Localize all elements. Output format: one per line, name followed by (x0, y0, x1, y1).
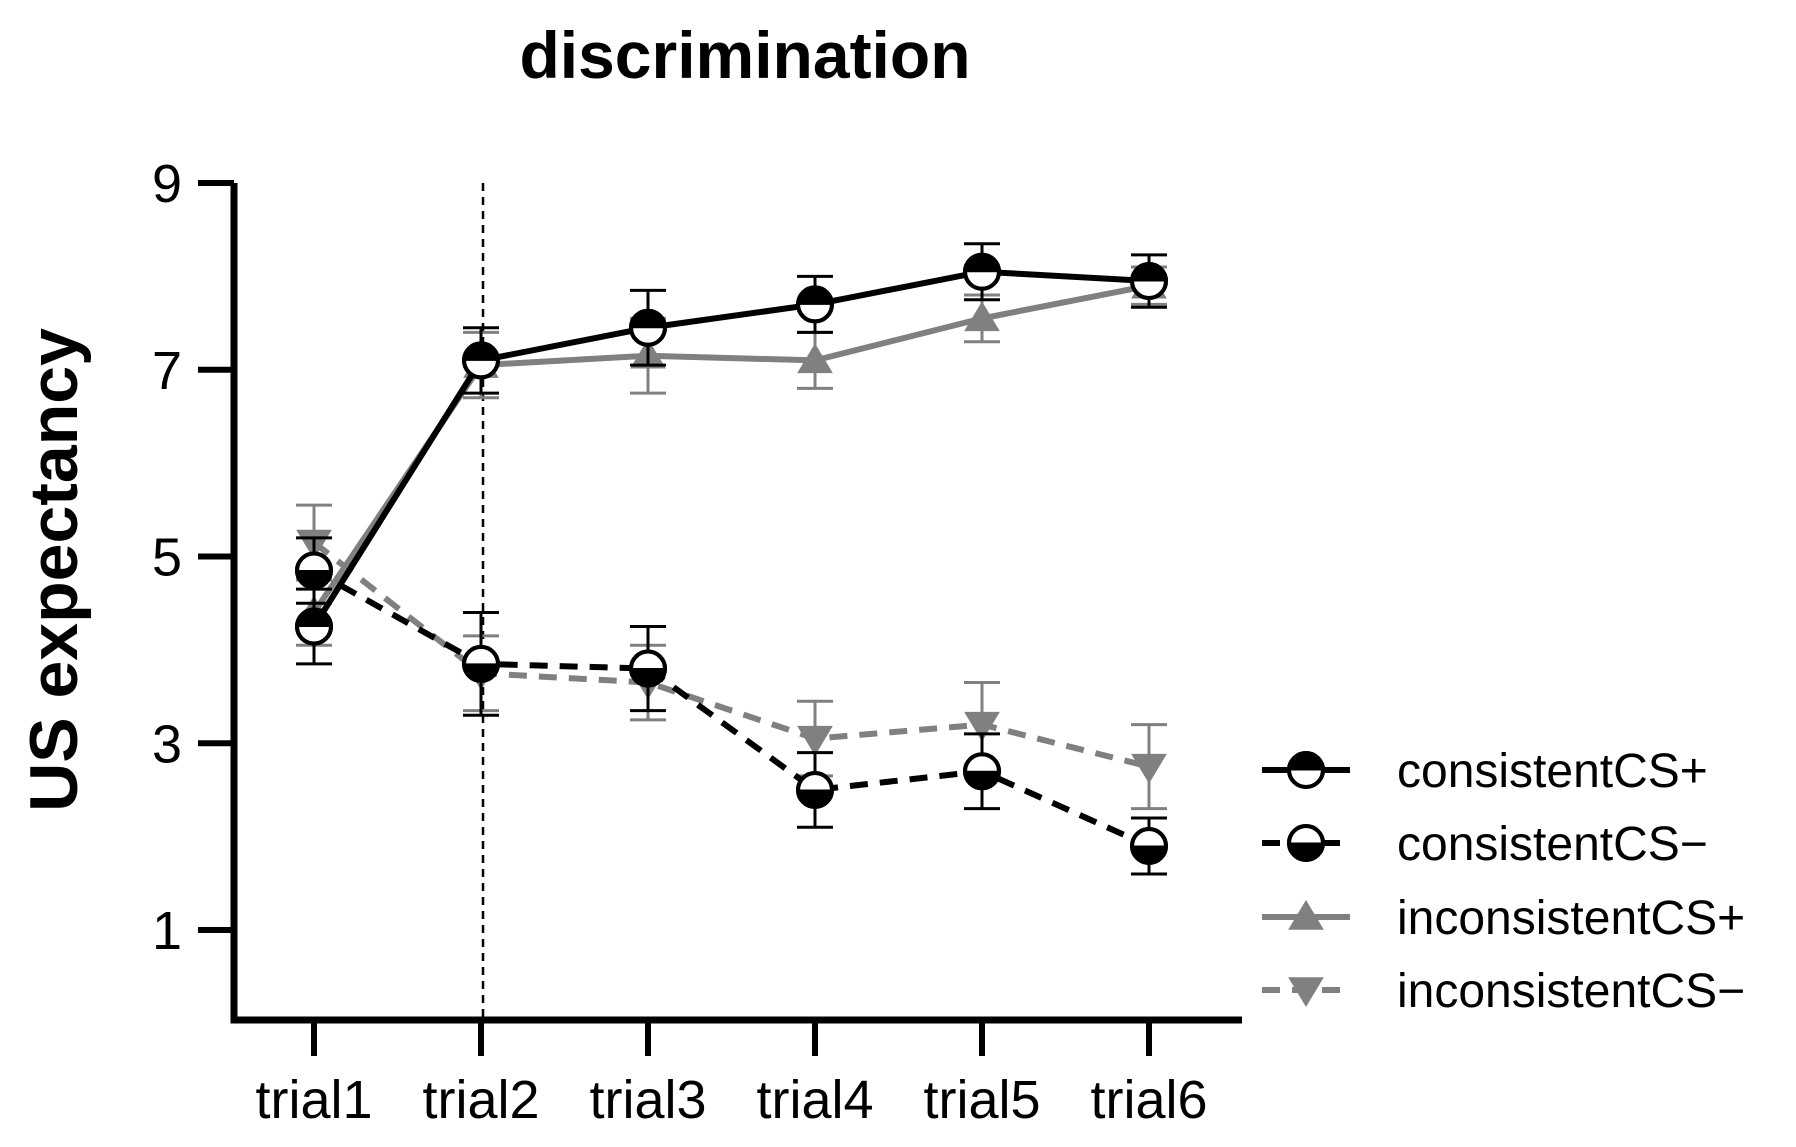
marker-outline (963, 752, 1001, 791)
marker-outline (295, 607, 333, 646)
series-inconsistentCS-minus (296, 503, 1167, 811)
x-tick-label: trial6 (1090, 1070, 1207, 1130)
data-point-marker (797, 343, 833, 374)
data-point-marker (1130, 262, 1168, 301)
data-point-marker (462, 341, 500, 380)
legend: consistentCS+ consistentCS− inconsistentCS… (1262, 745, 1745, 1018)
x-tick-label: trial1 (255, 1070, 372, 1130)
legend-label: inconsistentCS+ (1397, 892, 1745, 945)
data-point-marker (295, 607, 333, 646)
marker-outline (1130, 262, 1168, 301)
legend-item: consistentCS+ (1262, 745, 1708, 798)
data-point-marker (963, 252, 1001, 291)
y-tick-label: 1 (152, 901, 182, 961)
data-point-marker (1131, 753, 1167, 784)
series-consistentCS-minus (295, 536, 1168, 876)
legend-label: consistentCS− (1397, 818, 1708, 871)
y-tick-label: 3 (152, 714, 182, 774)
series-line (311, 268, 1150, 629)
data-point-marker (629, 308, 667, 347)
x-tick-label: trial4 (756, 1070, 873, 1130)
axes: 1 3 5 7 9 trial1 trial2 trial3 trial4 trial5 trial… (152, 154, 1242, 1130)
legend-item: inconsistentCS− (1262, 965, 1745, 1018)
marker-outline (462, 644, 500, 683)
legend-label: inconsistentCS− (1397, 965, 1745, 1018)
series-line (311, 282, 1150, 615)
y-tick-label: 9 (152, 154, 182, 214)
y-tick-label: 7 (152, 341, 182, 401)
marker-outline (1130, 826, 1168, 865)
marker-outline (1287, 824, 1325, 862)
chart-title: discrimination (519, 18, 970, 92)
legend-label: consistentCS+ (1397, 745, 1708, 798)
series-layer (295, 242, 1168, 876)
data-point-marker (295, 551, 333, 590)
y-axis-label: US expectancy (16, 328, 92, 812)
data-point-marker (1287, 824, 1325, 862)
marker-outline (629, 649, 667, 688)
marker-outline (462, 341, 500, 380)
data-point-marker (796, 770, 834, 809)
data-point-marker (797, 725, 833, 756)
data-point-marker (462, 644, 500, 683)
legend-item: inconsistentCS+ (1262, 892, 1745, 945)
series-consistentCS-plus (295, 242, 1168, 666)
data-point-marker (1288, 977, 1324, 1007)
y-tick-label: 5 (152, 528, 182, 588)
x-tick-label: trial2 (422, 1070, 539, 1130)
data-point-marker (1288, 900, 1324, 930)
legend-item: consistentCS− (1262, 818, 1708, 871)
data-point-marker (964, 711, 1000, 742)
series-line (312, 567, 1151, 849)
data-point-marker (964, 301, 1000, 332)
x-tick-label: trial3 (589, 1070, 706, 1130)
data-point-marker (1287, 751, 1325, 789)
marker-outline (1287, 751, 1325, 789)
data-point-marker (796, 285, 834, 324)
marker-outline (796, 770, 834, 809)
marker-outline (796, 285, 834, 324)
data-point-marker (963, 752, 1001, 791)
marker-outline (963, 252, 1001, 291)
marker-outline (295, 551, 333, 590)
marker-outline (629, 308, 667, 347)
data-point-marker (629, 649, 667, 688)
x-tick-label: trial5 (923, 1070, 1040, 1130)
data-point-marker (1130, 826, 1168, 865)
series-inconsistentCS-plus (296, 265, 1167, 647)
series-line (312, 540, 1150, 770)
